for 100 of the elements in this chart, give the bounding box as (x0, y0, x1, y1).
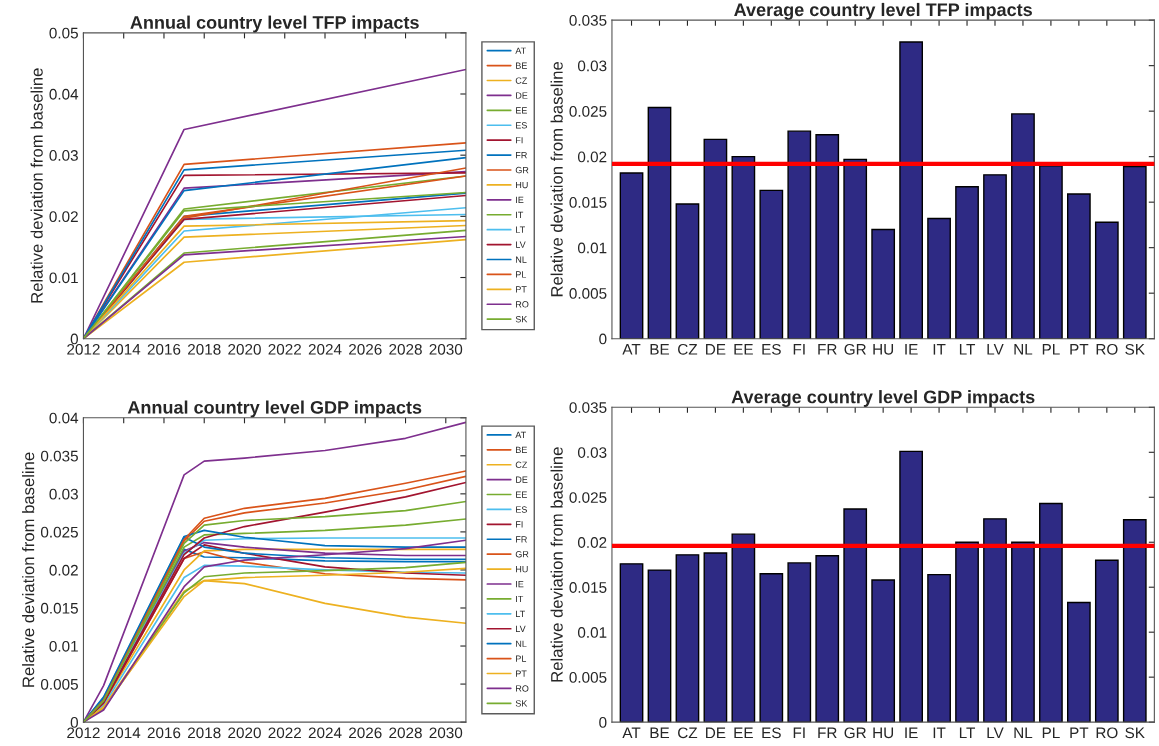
y-tick-label: 0.03 (577, 60, 607, 72)
legend-label: FR (516, 536, 527, 543)
x-tick-label: FI (793, 727, 805, 739)
x-tick-label: 2014 (107, 727, 141, 739)
x-tick-label: 2020 (228, 343, 261, 355)
y-tick-label: 0.04 (49, 412, 79, 424)
x-tick-label: RO (1096, 727, 1118, 739)
x-tick-label: 2022 (268, 727, 301, 739)
y-tick-label: 0.005 (569, 288, 607, 299)
x-tick-label: PT (1070, 727, 1089, 739)
legend-label: LT (516, 610, 525, 618)
y-axis-title: Relative deviation from baseline (550, 62, 563, 297)
y-tick-label: 0.04 (49, 88, 79, 100)
y-tick-label: 0.015 (40, 602, 78, 614)
x-tick-label: HU (873, 727, 894, 739)
y-tick-label: 0 (599, 333, 607, 345)
legend-label: PT (516, 286, 527, 293)
x-tick-label: DE (706, 727, 726, 739)
legend-label: NL (516, 640, 527, 647)
y-tick-label: 0.015 (569, 582, 607, 593)
x-tick-label: PL (1042, 344, 1060, 355)
y-tick-label: 0.035 (569, 402, 607, 413)
y-tick-label: 0.025 (569, 492, 607, 503)
legend-label: BE (516, 446, 527, 453)
legend-label: ES (516, 122, 527, 129)
legend-label: IE (516, 196, 524, 203)
x-tick-label: 2016 (147, 343, 181, 355)
legend-label: CZ (515, 77, 528, 84)
x-tick-label: CZ (678, 343, 698, 355)
x-tick-label: AT (622, 344, 641, 355)
y-tick-label: 0.03 (49, 488, 78, 500)
x-tick-label: AT (622, 727, 641, 739)
x-tick-label: FR (818, 344, 837, 355)
y-axis-title: Relative deviation from baseline (22, 452, 35, 687)
y-tick-label: 0.01 (577, 627, 607, 638)
x-tick-label: 2012 (67, 343, 100, 355)
x-tick-label: FI (793, 344, 805, 355)
y-tick-label: 0 (70, 717, 78, 728)
x-tick-label: LV (987, 344, 1004, 355)
x-tick-label: 2024 (308, 343, 342, 355)
y-tick-label: 0.02 (577, 151, 607, 163)
y-tick-label: 0.01 (49, 272, 78, 284)
y-tick-label: 0.01 (49, 640, 78, 652)
y-tick-label: 0.015 (569, 197, 607, 208)
x-tick-label: SK (1125, 727, 1145, 739)
y-tick-label: 0.005 (40, 678, 78, 690)
x-tick-label: 2018 (188, 727, 221, 739)
legend-label: HU (516, 181, 528, 189)
legend-label: LV (516, 625, 526, 632)
legend-label: FI (516, 521, 523, 528)
legend-label: BE (516, 62, 527, 69)
chart-title: Annual country level GDP impacts (127, 400, 422, 418)
x-tick-label: ES (762, 343, 781, 355)
x-tick-label: PT (1070, 344, 1089, 355)
chart-title: Average country level TFP impacts (734, 2, 1032, 20)
legend-label: PT (516, 670, 527, 677)
x-tick-label: BE (650, 344, 670, 355)
x-tick-label: FR (818, 727, 837, 739)
x-tick-label: 2024 (308, 727, 342, 739)
legend-label: DE (516, 92, 528, 99)
x-tick-label: GR (844, 727, 866, 739)
x-tick-label: RO (1096, 343, 1118, 355)
legend-label: NL (516, 256, 527, 263)
y-tick-label: 0.05 (49, 27, 78, 39)
legend-label: GR (515, 166, 529, 174)
legend-label: EE (516, 107, 527, 114)
legend-label: FR (516, 152, 527, 159)
chart-title: Annual country level TFP impacts (130, 15, 419, 33)
x-tick-label: DE (706, 344, 726, 355)
legend-label: IE (516, 580, 524, 588)
legend-label: ES (516, 506, 527, 513)
legend-label: HU (516, 566, 528, 573)
y-tick-label: 0.035 (569, 15, 607, 26)
x-tick-label: 2030 (429, 727, 463, 739)
legend-label: FI (516, 137, 523, 144)
x-tick-label: 2022 (268, 343, 301, 355)
legend-label: EE (516, 491, 527, 498)
legend-label: SK (515, 700, 528, 707)
x-tick-label: IT (933, 344, 946, 355)
x-tick-label: SK (1125, 343, 1145, 355)
legend-label: AT (515, 431, 526, 439)
x-tick-label: 2028 (389, 343, 422, 355)
x-tick-label: 2020 (228, 727, 261, 739)
legend-label: GR (515, 551, 529, 558)
x-tick-label: 2014 (107, 343, 141, 355)
y-tick-label: 0.02 (577, 537, 607, 548)
legend-label: DE (516, 476, 528, 483)
legend-label: SK (515, 316, 528, 323)
x-tick-label: GR (844, 343, 866, 355)
x-tick-label: CZ (678, 727, 698, 739)
legend-label: IT (516, 595, 524, 603)
y-axis-title: Relative deviation from baseline (550, 447, 563, 682)
y-tick-label: 0.02 (49, 564, 78, 576)
x-tick-label: 2028 (389, 727, 422, 739)
y-axis-title: Relative deviation from baseline (30, 68, 43, 303)
x-tick-label: BE (650, 727, 670, 739)
y-tick-label: 0.03 (577, 447, 607, 458)
y-tick-label: 0.025 (40, 526, 78, 538)
legend-label: RO (516, 685, 529, 692)
x-tick-label: EE (734, 727, 753, 739)
